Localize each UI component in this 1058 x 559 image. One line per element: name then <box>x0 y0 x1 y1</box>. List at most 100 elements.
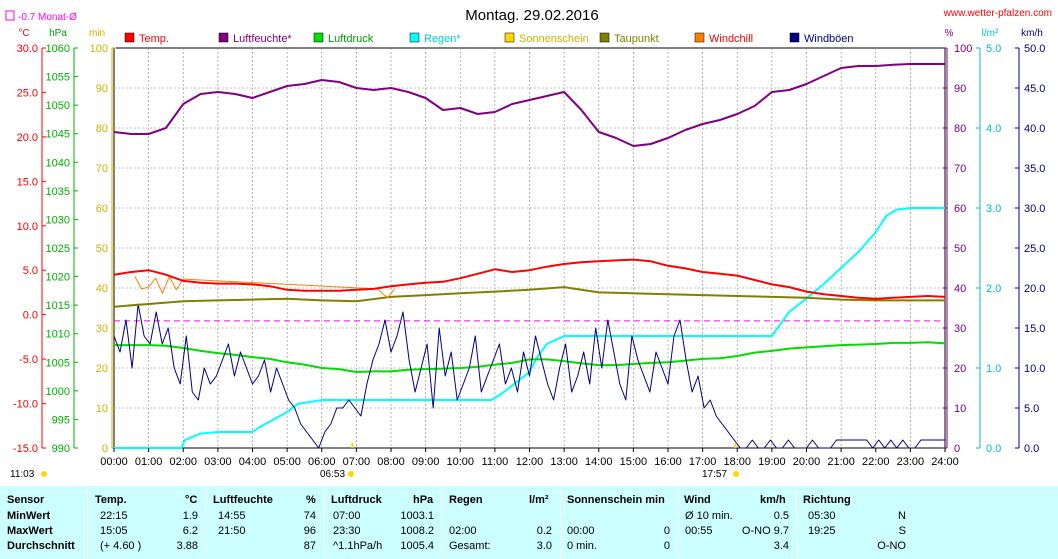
legend-swatch <box>694 32 705 43</box>
wind-axis-unit: km/h <box>1021 28 1043 39</box>
table-cell: 22:15 <box>100 510 128 522</box>
column-divider <box>442 486 443 559</box>
table-cell: 1.9 <box>182 510 198 522</box>
column-divider <box>87 486 88 559</box>
x-tick-label: 08:00 <box>377 456 405 468</box>
x-tick-label: 13:00 <box>550 456 578 468</box>
legend-label: Windchill <box>709 33 753 45</box>
legend-label: Luftfeuchte* <box>233 33 292 45</box>
x-tick-label: 01:00 <box>135 456 163 468</box>
series-line-rain <box>114 207 945 449</box>
temp-axis-tick-label: 15.0 <box>17 176 38 188</box>
temp-axis-tick-label: 25.0 <box>17 87 38 99</box>
humidity-axis-tick-label: 30 <box>954 323 966 335</box>
temp-axis-tick-label: 30.0 <box>17 43 38 55</box>
wind-axis-tick-label: 40.0 <box>1024 123 1045 135</box>
table-cell: 3.0 <box>536 540 552 552</box>
x-tick-label: 07:00 <box>343 456 371 468</box>
x-axis: 00:00 01:00 02:00 03:00 04:00 05:00 06:00 07:00… <box>100 448 959 468</box>
header-temp: Temp. <box>95 494 127 506</box>
header-rain-unit: l/m² <box>529 494 549 506</box>
humidity-axis-tick-label: 50 <box>954 243 966 255</box>
row-label: Durchschnitt <box>7 540 75 552</box>
pressure-axis-tick-label: 1025 <box>46 243 70 255</box>
table-cell: 0 min. <box>567 540 597 552</box>
x-tick-label: 09:00 <box>412 456 440 468</box>
x-tick-label: 23:00 <box>897 456 925 468</box>
table-cell: 00:55 <box>685 525 713 537</box>
pressure-axis-tick-label: 1055 <box>46 72 70 84</box>
rain-axis-tick-label: 4.0 <box>986 123 1001 135</box>
table-cell: 3.88 <box>176 540 198 552</box>
header-pressure: Luftdruck <box>331 494 382 506</box>
x-tick-label: 03:00 <box>204 456 232 468</box>
header-sunshine: Sonnenschein min <box>567 494 665 506</box>
legend-label: Sonnenschein <box>519 33 589 45</box>
grid <box>114 48 945 448</box>
x-tick-label: 06:00 <box>308 456 336 468</box>
temp-axis-tick-label: -5.0 <box>19 354 38 366</box>
table-cell: 0 <box>663 525 670 537</box>
pressure-axis-tick-label: 1005 <box>46 357 70 369</box>
wind-axis-tick-label: 30.0 <box>1024 203 1045 215</box>
sun-axis-tick-label: 100 <box>90 43 108 55</box>
rain-axis-tick-label: 1.0 <box>986 363 1001 375</box>
table-cell: 96 <box>303 525 316 537</box>
x-tick-label: 11:00 <box>482 456 509 468</box>
temp-axis-tick-label: 5.0 <box>23 265 38 277</box>
table-cell: Ø 10 min. <box>685 510 733 522</box>
monat-label: -0.7 Monat-Ø <box>18 12 77 23</box>
pressure-axis-tick-label: 1045 <box>46 129 70 141</box>
column-divider <box>560 486 561 559</box>
legend-label: Luftdruck <box>328 33 374 45</box>
x-tick-label: 05:00 <box>273 456 301 468</box>
header-wind-unit: km/h <box>760 494 786 506</box>
table-cell: 0 <box>663 540 670 552</box>
wind-axis-tick-label: 10.0 <box>1024 363 1045 375</box>
table-cell: 0.2 <box>536 525 552 537</box>
series-line-temp <box>113 258 946 300</box>
humidity-axis-tick-label: 100 <box>954 43 972 55</box>
chart-title: Montag. 29.02.2016 <box>465 7 598 24</box>
table-cell: 6.2 <box>182 525 198 537</box>
sun-axis-tick-label: 10 <box>96 403 108 415</box>
axes: 30.0 25.0 20.0 15.0 10.0 5.0 0.0 -5.0 -10.0 -15.0… <box>13 43 1046 455</box>
humidity-axis-unit: % <box>945 28 954 39</box>
sun-axis-tick-label: 60 <box>96 203 108 215</box>
row-label: MinWert <box>7 510 51 522</box>
humidity-axis-tick-label: 0 <box>954 443 960 455</box>
pressure-axis-tick-label: 1040 <box>46 157 70 169</box>
table-cell: 1005.4 <box>400 540 434 552</box>
pressure-axis-unit: hPa <box>49 28 67 39</box>
humidity-axis-tick-label: 10 <box>954 403 966 415</box>
pressure-axis-tick-label: 1035 <box>46 186 70 198</box>
series-line-temp-dewpoint <box>113 286 945 308</box>
column-divider <box>677 486 678 559</box>
series-line-pressure <box>114 341 946 373</box>
x-tick-label: 22:00 <box>862 456 890 468</box>
legend-swatch <box>789 32 800 43</box>
sun-axis-tick-label: 50 <box>96 243 108 255</box>
wind-axis-tick-label: 45.0 <box>1024 83 1045 95</box>
temp-axis-tick-label: -15.0 <box>13 443 38 455</box>
humidity-axis-tick-label: 60 <box>954 203 966 215</box>
legend-label: Taupunkt <box>614 33 659 45</box>
table-cell: 21:50 <box>218 525 246 537</box>
sun-axis-tick-label: 70 <box>96 163 108 175</box>
header-pressure-unit: hPa <box>413 494 434 506</box>
pressure-axis-tick-label: 1015 <box>46 300 70 312</box>
table-cell: 1003.1 <box>400 510 434 522</box>
x-tick-label: 14:00 <box>585 456 613 468</box>
table-cell: 02:00 <box>449 525 477 537</box>
series <box>113 63 946 449</box>
sun-axis-unit: min <box>89 28 105 39</box>
x-tick-label: 15:00 <box>620 456 648 468</box>
table-cell: 0.5 <box>773 510 789 522</box>
site-url[interactable]: www.wetter-pfalzen.com <box>943 8 1052 19</box>
table-cell: ^1.1hPa/h <box>333 540 383 552</box>
table-cell: S <box>898 525 906 537</box>
pressure-axis-tick-label: 990 <box>52 443 70 455</box>
x-tick-label: 24:00 <box>931 456 959 468</box>
summary-table: Sensor Temp. °C Luftfeuchte % Luftdruck … <box>0 486 1058 559</box>
day-length-label: 11:03 <box>10 469 35 480</box>
